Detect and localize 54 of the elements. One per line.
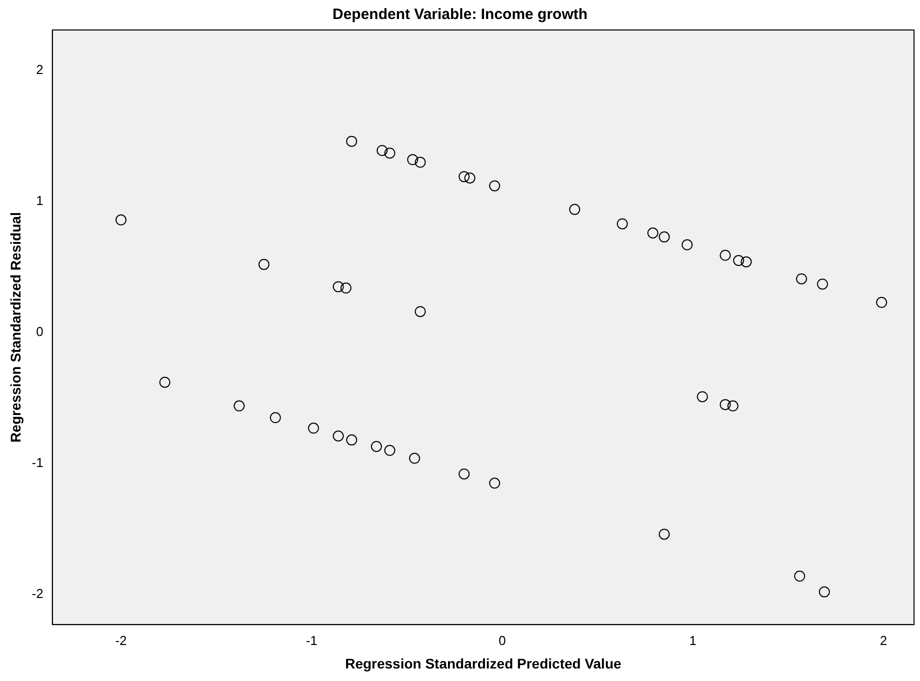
point <box>270 412 281 424</box>
point <box>159 376 170 388</box>
point <box>647 228 658 238</box>
x-tick-label: 1 <box>689 632 696 648</box>
x-tick-label: 2 <box>880 632 888 648</box>
point <box>658 231 670 242</box>
point <box>414 156 426 168</box>
point <box>332 430 344 442</box>
chart-title: Dependent Variable: Income growth <box>332 6 588 24</box>
y-tick-label: -1 <box>32 455 44 470</box>
point <box>682 239 693 250</box>
point <box>740 256 752 268</box>
point <box>370 440 382 452</box>
point <box>376 144 388 156</box>
point <box>696 391 708 402</box>
x-tick-label: 0 <box>498 632 506 648</box>
point <box>346 136 358 147</box>
y-axis-title: Regression Standardized Residual <box>7 212 24 442</box>
point <box>817 278 828 290</box>
point <box>876 296 888 308</box>
point <box>340 282 352 294</box>
point <box>658 528 670 540</box>
point <box>346 434 358 446</box>
point <box>818 586 830 598</box>
point <box>489 478 500 489</box>
point <box>727 400 738 412</box>
point <box>489 180 500 192</box>
point <box>409 452 420 464</box>
point <box>414 306 426 318</box>
x-axis-title: Regression Standardized Predicted Value <box>345 655 622 672</box>
y-tick-label: 1 <box>36 193 44 208</box>
point <box>464 172 476 184</box>
y-tick-label: 0 <box>36 324 44 340</box>
point <box>384 148 396 159</box>
point <box>796 273 808 284</box>
point <box>308 422 320 434</box>
point <box>258 258 270 270</box>
x-tick-label: -1 <box>306 632 318 648</box>
point <box>332 281 344 292</box>
point <box>733 255 744 266</box>
point <box>720 250 731 261</box>
y-tick-label: -2 <box>32 586 44 602</box>
point <box>569 204 580 215</box>
y-tick-label: 2 <box>36 62 44 78</box>
point <box>115 214 126 226</box>
point <box>720 399 731 410</box>
point <box>458 171 470 182</box>
point <box>616 218 628 230</box>
point <box>407 154 418 166</box>
point <box>384 444 396 456</box>
point <box>234 400 245 412</box>
point <box>458 468 470 480</box>
x-tick-label: -2 <box>115 632 127 648</box>
point <box>794 570 806 582</box>
